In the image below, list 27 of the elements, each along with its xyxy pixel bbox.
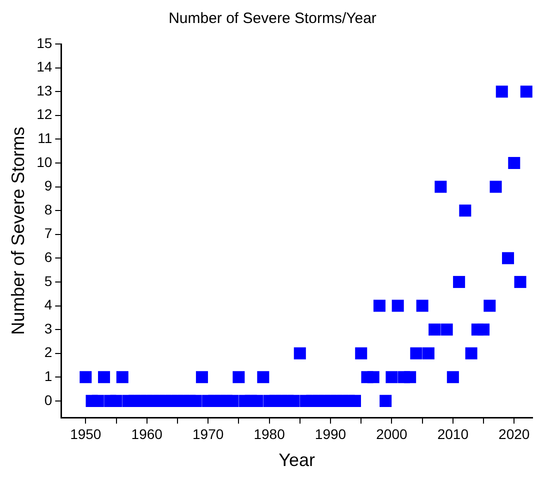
chart-title: Number of Severe Storms/Year bbox=[168, 10, 376, 28]
y-tick-label: 15 bbox=[36, 34, 52, 51]
y-tick-label: 13 bbox=[36, 82, 52, 98]
x-tick-label: 2010 bbox=[437, 426, 469, 442]
y-tick-label: 3 bbox=[44, 320, 52, 336]
y-tick-label: 12 bbox=[36, 106, 52, 122]
y-tick-label: 9 bbox=[44, 178, 52, 194]
y-tick-label: 11 bbox=[38, 130, 52, 146]
y-tick-label: 7 bbox=[44, 225, 52, 242]
y-tick-label: 1 bbox=[44, 368, 52, 384]
y-tick-label: 8 bbox=[44, 201, 52, 218]
x-tick-label: 2000 bbox=[376, 426, 408, 442]
x-tick-label: 1960 bbox=[131, 426, 163, 442]
x-tick-label: 1970 bbox=[192, 426, 224, 442]
y-tick-label: 14 bbox=[36, 58, 52, 75]
y-tick-label: 0 bbox=[44, 392, 52, 408]
y-axis-title: Number of Severe Storms bbox=[8, 126, 28, 335]
y-tick-label: 6 bbox=[44, 249, 52, 266]
x-tick-label: 1990 bbox=[314, 426, 346, 442]
x-tick-label: 2020 bbox=[498, 426, 530, 442]
y-tick-label: 5 bbox=[44, 272, 52, 289]
x-axis-title: Year bbox=[278, 450, 316, 470]
x-tick-label: 1980 bbox=[254, 426, 286, 442]
y-tick-label: 4 bbox=[44, 296, 52, 313]
y-tick-label: 2 bbox=[44, 344, 52, 360]
y-tick-label: 10 bbox=[36, 154, 52, 170]
x-tick-label: 1950 bbox=[70, 426, 102, 442]
